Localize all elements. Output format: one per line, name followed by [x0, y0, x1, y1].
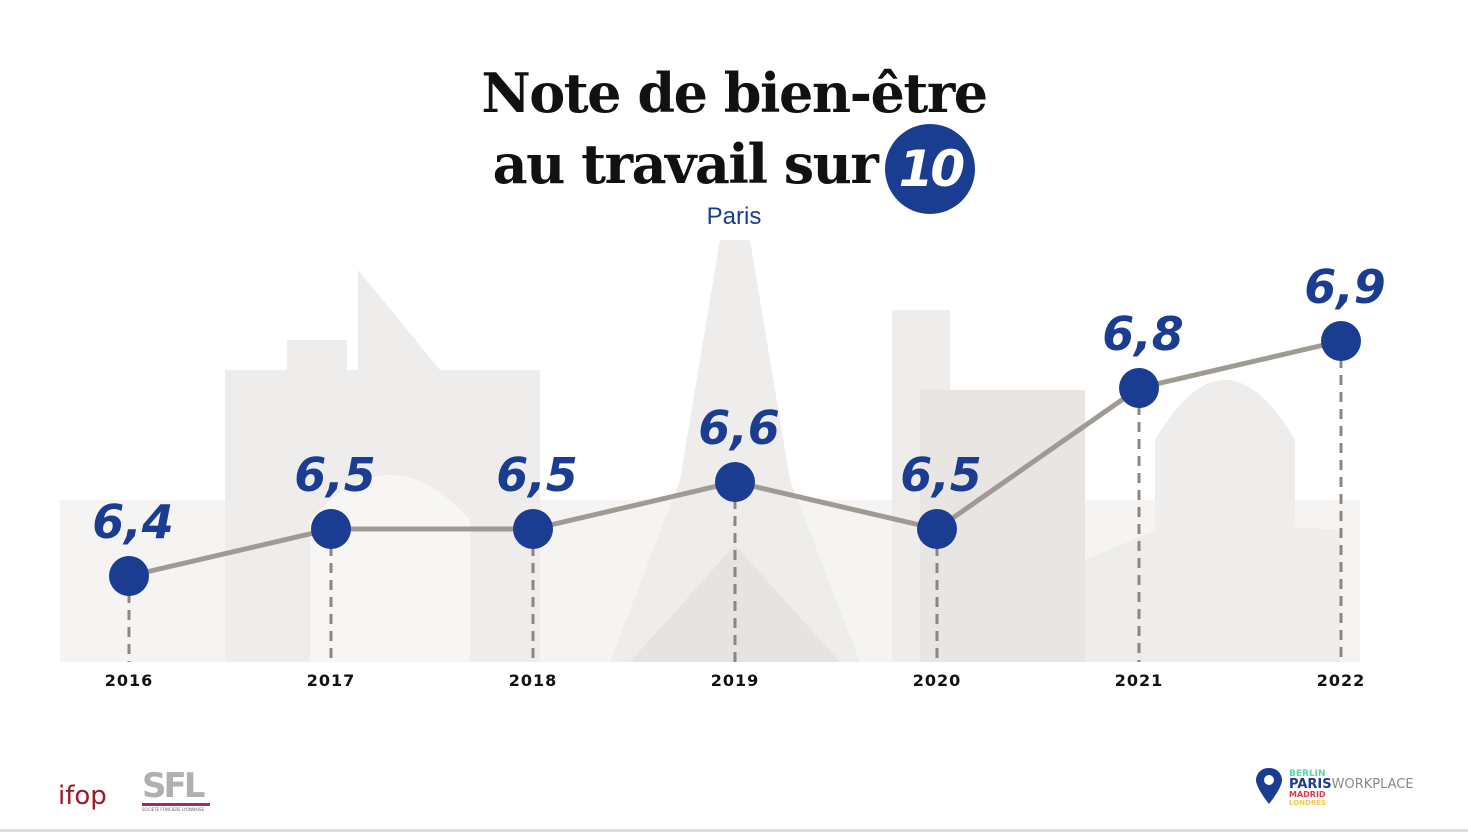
- svg-text:PARISWORKPLACE: PARISWORKPLACE: [1289, 777, 1414, 792]
- svg-text:SFL: SFL: [142, 766, 205, 806]
- svg-text:ifop: ifop: [58, 781, 107, 811]
- data-point: [513, 509, 553, 549]
- ifop-logo: ifop: [58, 768, 128, 822]
- x-tick-label: 2018: [509, 671, 558, 690]
- data-label: 6,5: [294, 448, 376, 502]
- title-line-2: au travail sur: [492, 132, 879, 197]
- data-point: [715, 462, 755, 502]
- data-label: 6,5: [496, 448, 578, 502]
- data-label: 6,4: [92, 495, 174, 549]
- data-point: [311, 509, 351, 549]
- x-tick-label: 2017: [307, 671, 356, 690]
- svg-text:MADRID: MADRID: [1289, 790, 1326, 799]
- svg-text:SOCIETE FONCIERE LYONNAISE: SOCIETE FONCIERE LYONNAISE: [142, 807, 204, 812]
- x-tick-label: 2020: [913, 671, 962, 690]
- x-tick-label: 2016: [105, 671, 154, 690]
- data-label: 6,8: [1102, 307, 1184, 361]
- title-badge: 10: [885, 124, 976, 214]
- footer-divider: [0, 829, 1468, 832]
- x-tick-label: 2021: [1115, 671, 1164, 690]
- svg-text:BERLIN: BERLIN: [1289, 769, 1326, 779]
- data-label: 6,5: [900, 448, 982, 502]
- data-label: 6,6: [698, 401, 780, 455]
- title-line-1: Note de bien-être: [481, 61, 988, 125]
- data-point: [917, 509, 957, 549]
- svg-text:LONDRES: LONDRES: [1289, 799, 1326, 807]
- data-point: [109, 556, 149, 596]
- x-tick-label: 2019: [711, 671, 760, 690]
- data-label: 6,9: [1304, 260, 1386, 314]
- chart-subtitle: Paris: [706, 203, 762, 230]
- data-point: [1321, 321, 1361, 361]
- x-tick-label: 2022: [1317, 671, 1366, 690]
- chart-title: Note de bien-être au travail sur 10: [0, 62, 1468, 214]
- data-point: [1119, 368, 1159, 408]
- sfl-logo: SFL SOCIETE FONCIERE LYONNAISE: [140, 763, 215, 817]
- skyline-background: [60, 240, 1360, 662]
- paris-workplace-logo: BERLIN PARISWORKPLACE MADRID LONDRES: [1255, 766, 1415, 812]
